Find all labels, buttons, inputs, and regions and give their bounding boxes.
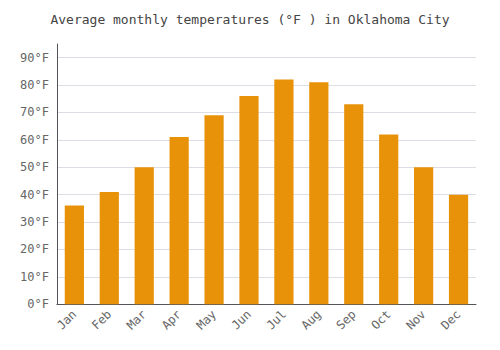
svg-text:0°F: 0°F <box>27 297 49 311</box>
svg-text:May: May <box>194 307 219 332</box>
svg-text:Feb: Feb <box>89 307 114 332</box>
svg-text:Oct: Oct <box>368 307 393 332</box>
svg-text:50°F: 50°F <box>20 160 49 174</box>
svg-text:70°F: 70°F <box>20 105 49 119</box>
svg-text:Sep: Sep <box>333 307 358 332</box>
svg-text:40°F: 40°F <box>20 188 49 202</box>
svg-text:Jul: Jul <box>264 307 289 332</box>
svg-text:Dec: Dec <box>438 307 463 332</box>
svg-text:Jan: Jan <box>54 307 79 332</box>
svg-text:60°F: 60°F <box>20 133 49 147</box>
svg-text:Jun: Jun <box>229 307 254 332</box>
svg-text:Apr: Apr <box>159 307 184 332</box>
svg-text:30°F: 30°F <box>20 215 49 229</box>
svg-text:Average monthly temperatures (: Average monthly temperatures (°F ) in Ok… <box>50 12 449 27</box>
svg-text:Mar: Mar <box>124 307 149 332</box>
svg-text:Nov: Nov <box>403 307 428 332</box>
svg-text:20°F: 20°F <box>20 242 49 256</box>
svg-text:Aug: Aug <box>299 307 324 332</box>
svg-text:10°F: 10°F <box>20 270 49 284</box>
svg-text:80°F: 80°F <box>20 78 49 92</box>
svg-text:90°F: 90°F <box>20 51 49 65</box>
